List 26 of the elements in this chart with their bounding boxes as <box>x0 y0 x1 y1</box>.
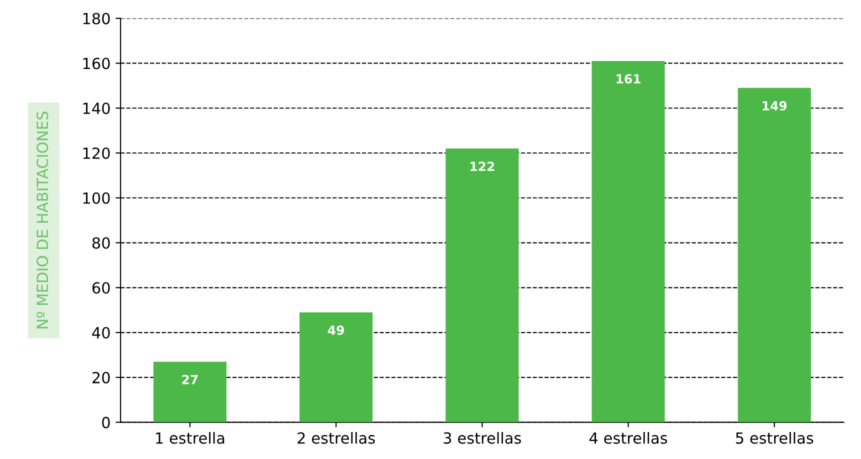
y-tick-label: 160 <box>83 58 110 70</box>
y-tick-label: 120 <box>83 147 110 160</box>
data-label: 49 <box>328 325 344 335</box>
y-tick-label: 80 <box>92 237 110 249</box>
x-tick-label: 3 estrellas <box>444 432 521 444</box>
data-label: 149 <box>762 101 787 110</box>
bar <box>300 312 373 422</box>
x-tick-label: 5 estrellas <box>736 432 814 444</box>
data-label: 122 <box>470 162 494 171</box>
x-tick-label: 2 estrellas <box>298 432 375 444</box>
bar <box>446 148 519 422</box>
bar <box>592 60 665 422</box>
y-tick-label: 60 <box>92 282 110 294</box>
data-label: 27 <box>182 374 198 384</box>
y-tick-label: 0 <box>102 416 110 428</box>
y-tick-label: 140 <box>83 102 110 114</box>
y-tick-label: 40 <box>92 326 110 339</box>
y-tick-label: 100 <box>83 192 110 204</box>
x-tick-label: 4 estrellas <box>589 432 668 444</box>
bar <box>738 88 811 422</box>
y-tick-label: 20 <box>92 372 110 384</box>
bar <box>153 362 226 422</box>
y-axis-title: Nº MEDIO DE HABITACIONES <box>36 112 48 328</box>
y-tick-label: 180 <box>83 12 110 24</box>
data-label: 161 <box>616 74 640 84</box>
x-tick-label: 1 estrella <box>156 432 224 444</box>
